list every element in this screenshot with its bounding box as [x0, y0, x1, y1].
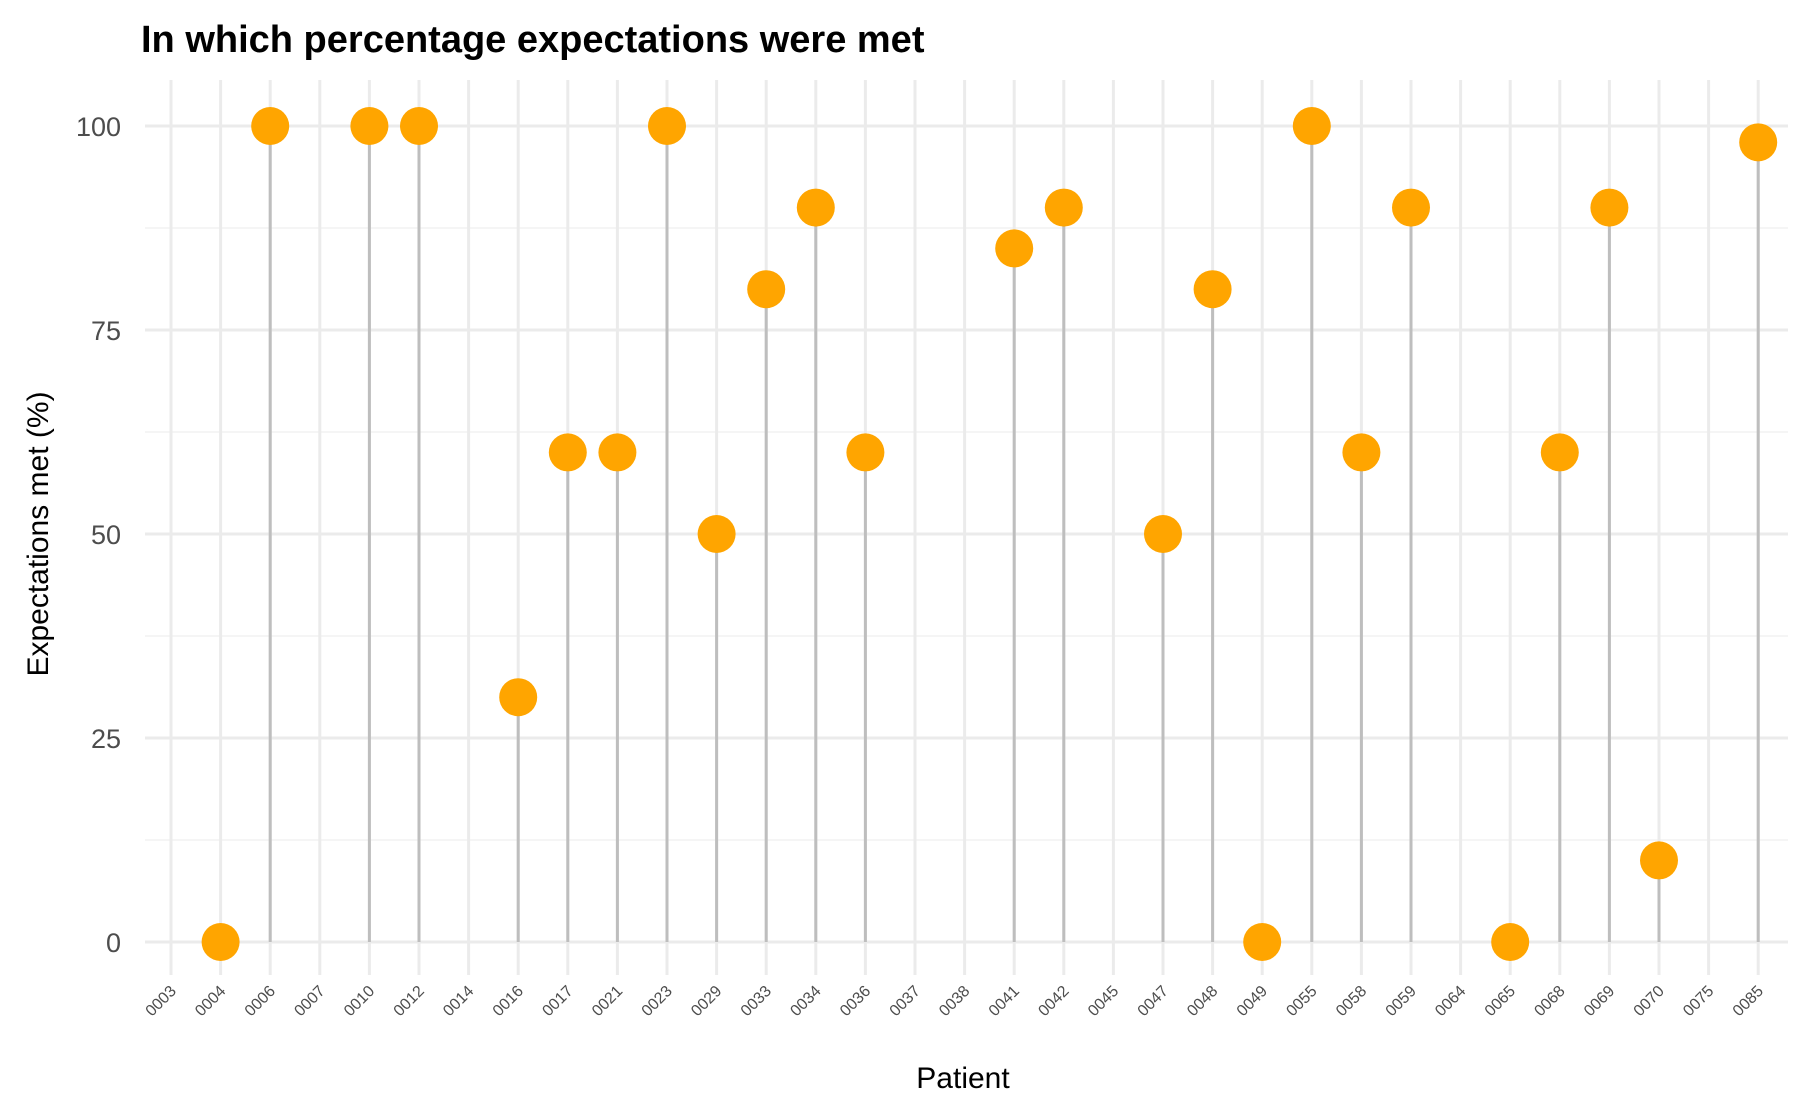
- x-tick-label: 0058: [1333, 983, 1370, 1020]
- x-tick-label: 0064: [1432, 983, 1469, 1020]
- x-tick-label: 0004: [192, 983, 229, 1020]
- x-tick-label: 0045: [1085, 983, 1122, 1020]
- x-tick-label: 0006: [242, 983, 279, 1020]
- x-tick-label: 0010: [341, 983, 378, 1020]
- data-point: [1044, 188, 1083, 227]
- x-tick-label: 0070: [1631, 983, 1668, 1020]
- stems: [268, 126, 1760, 942]
- x-tick-label: 0036: [837, 983, 874, 1020]
- x-tick-label: 0007: [291, 983, 328, 1020]
- data-point: [796, 188, 835, 227]
- x-tick-label: 0049: [1234, 983, 1271, 1020]
- x-tick-label: 0075: [1680, 983, 1717, 1020]
- y-axis-title: Expectations met (%): [22, 391, 55, 676]
- x-tick-label: 0065: [1482, 983, 1519, 1020]
- x-tick-label: 0041: [986, 983, 1023, 1020]
- x-tick-label: 0017: [539, 983, 576, 1020]
- y-axis-tick-labels: 0 25 50 75 100: [76, 112, 121, 958]
- x-tick-label: 0016: [490, 983, 527, 1020]
- x-tick-label: 0021: [589, 983, 626, 1020]
- data-point: [1193, 270, 1232, 309]
- data-point: [1491, 923, 1530, 961]
- x-tick-label: 0042: [1035, 983, 1072, 1020]
- x-tick-label: 0048: [1184, 983, 1221, 1020]
- x-tick-label: 0012: [391, 983, 428, 1020]
- data-point: [995, 229, 1034, 268]
- x-tick-label: 0038: [936, 983, 973, 1020]
- data-point: [747, 270, 786, 309]
- data-point: [251, 107, 290, 145]
- x-tick-label: 0068: [1531, 983, 1568, 1020]
- x-axis-tick-labels: 0003 0004 0006 0007 0010 0012 0014 0016 0017 0021…: [143, 983, 1767, 1020]
- y-tick-label: 100: [76, 112, 121, 142]
- data-point: [1243, 923, 1282, 961]
- x-tick-label: 0037: [887, 983, 924, 1020]
- data-point: [1590, 188, 1629, 227]
- x-tick-label: 0033: [738, 983, 775, 1020]
- x-tick-label: 0029: [688, 983, 725, 1020]
- data-point: [1342, 433, 1381, 472]
- data-point: [1640, 841, 1678, 880]
- x-tick-label: 0047: [1135, 983, 1172, 1020]
- points: [201, 107, 1778, 961]
- x-tick-label: 0069: [1581, 983, 1618, 1020]
- x-tick-label: 0085: [1730, 983, 1767, 1020]
- data-point: [400, 107, 438, 145]
- data-point: [1144, 515, 1182, 553]
- data-point: [1540, 433, 1579, 472]
- data-point: [1392, 188, 1430, 227]
- data-point: [350, 107, 389, 145]
- data-point: [201, 923, 240, 961]
- chart-title: In which percentage expectations were me…: [141, 19, 925, 61]
- data-point: [648, 107, 686, 145]
- data-point: [1739, 123, 1778, 162]
- x-tick-label: 0034: [787, 983, 824, 1020]
- data-point: [499, 678, 538, 717]
- y-tick-label: 50: [91, 520, 121, 550]
- data-point: [846, 433, 885, 472]
- x-tick-label: 0023: [639, 983, 676, 1020]
- data-point: [598, 433, 637, 472]
- y-tick-label: 0: [106, 928, 121, 958]
- data-point: [1292, 107, 1331, 145]
- y-tick-label: 25: [91, 724, 121, 754]
- x-tick-label: 0055: [1283, 983, 1320, 1020]
- data-point: [697, 515, 736, 553]
- data-point: [548, 433, 587, 472]
- x-tick-label: 0003: [143, 983, 180, 1020]
- x-tick-label: 0014: [440, 983, 477, 1020]
- x-tick-label: 0059: [1383, 983, 1420, 1020]
- y-tick-label: 75: [91, 316, 121, 346]
- x-axis-title: Patient: [916, 1062, 1010, 1095]
